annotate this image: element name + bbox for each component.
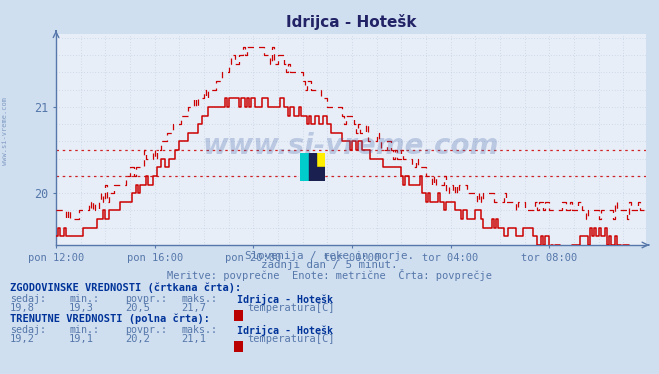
Text: 19,1: 19,1	[69, 334, 94, 344]
Bar	[312, 168, 325, 181]
Text: 21,7: 21,7	[181, 303, 206, 313]
Text: Idrijca - Hotešk: Idrijca - Hotešk	[237, 294, 333, 304]
Text: maks.:: maks.:	[181, 325, 217, 335]
Text: 19,8: 19,8	[10, 303, 35, 313]
Text: www.si-vreme.com: www.si-vreme.com	[203, 132, 499, 160]
Text: Meritve: povprečne  Enote: metrične  Črta: povprečje: Meritve: povprečne Enote: metrične Črta:…	[167, 269, 492, 280]
Text: 20,5: 20,5	[125, 303, 150, 313]
Text: Slovenija / reke in morje.: Slovenija / reke in morje.	[245, 251, 414, 261]
Polygon shape	[308, 153, 316, 181]
Text: povpr.:: povpr.:	[125, 294, 167, 304]
Text: temperatura[C]: temperatura[C]	[247, 303, 335, 313]
Text: 21,1: 21,1	[181, 334, 206, 344]
Text: povpr.:: povpr.:	[125, 325, 167, 335]
Text: zadnji dan / 5 minut.: zadnji dan / 5 minut.	[261, 260, 398, 270]
Text: maks.:: maks.:	[181, 294, 217, 304]
Text: 19,2: 19,2	[10, 334, 35, 344]
Text: 20,2: 20,2	[125, 334, 150, 344]
Text: temperatura[C]: temperatura[C]	[247, 334, 335, 344]
Text: www.si-vreme.com: www.si-vreme.com	[2, 97, 9, 165]
Text: ZGODOVINSKE VREDNOSTI (črtkana črta):: ZGODOVINSKE VREDNOSTI (črtkana črta):	[10, 282, 241, 293]
Title: Idrijca - Hotešk: Idrijca - Hotešk	[285, 14, 416, 30]
Text: 19,3: 19,3	[69, 303, 94, 313]
Text: sedaj:: sedaj:	[10, 325, 46, 335]
Text: min.:: min.:	[69, 325, 100, 335]
Text: sedaj:: sedaj:	[10, 294, 46, 304]
Bar	[300, 153, 312, 181]
Text: Idrijca - Hotešk: Idrijca - Hotešk	[237, 325, 333, 335]
Text: min.:: min.:	[69, 294, 100, 304]
Bar	[312, 153, 325, 168]
Text: TRENUTNE VREDNOSTI (polna črta):: TRENUTNE VREDNOSTI (polna črta):	[10, 313, 210, 324]
